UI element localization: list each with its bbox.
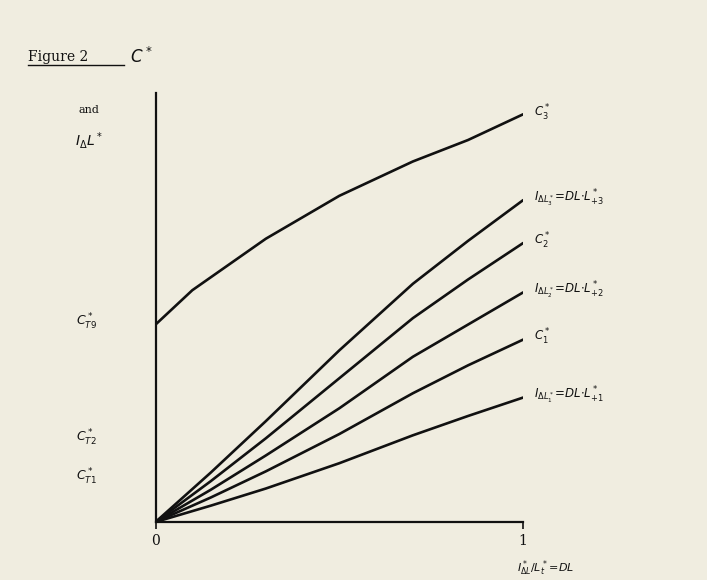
- Text: $C_1^*$: $C_1^*$: [534, 327, 551, 347]
- Text: $I_{\Delta L_1^*}\!=\!DL{\cdot}L_{+1}^*$: $I_{\Delta L_1^*}\!=\!DL{\cdot}L_{+1}^*$: [534, 385, 604, 406]
- Text: $C_{T2}^*$: $C_{T2}^*$: [76, 428, 97, 448]
- Text: $I_{\Delta L}^*/L_t^*\!=\!DL$: $I_{\Delta L}^*/L_t^*\!=\!DL$: [518, 559, 575, 578]
- Text: $C_{T9}^*$: $C_{T9}^*$: [76, 313, 97, 332]
- Text: Figure 2: Figure 2: [28, 50, 88, 64]
- Text: $C^*$: $C^*$: [129, 47, 152, 67]
- Text: and: and: [79, 105, 100, 115]
- Text: $C_3^*$: $C_3^*$: [534, 103, 551, 124]
- Text: $I_{\Delta L_3^*}\!=\!DL{\cdot}L_{+3}^*$: $I_{\Delta L_3^*}\!=\!DL{\cdot}L_{+3}^*$: [534, 187, 604, 209]
- Text: $I_{\Delta L_2^*}\!=\!DL{\cdot}L_{+2}^*$: $I_{\Delta L_2^*}\!=\!DL{\cdot}L_{+2}^*$: [534, 280, 604, 301]
- Text: $I_{\Delta}L^*$: $I_{\Delta}L^*$: [75, 129, 103, 151]
- Text: $C_{T1}^*$: $C_{T1}^*$: [76, 467, 97, 487]
- Text: $C_2^*$: $C_2^*$: [534, 231, 551, 251]
